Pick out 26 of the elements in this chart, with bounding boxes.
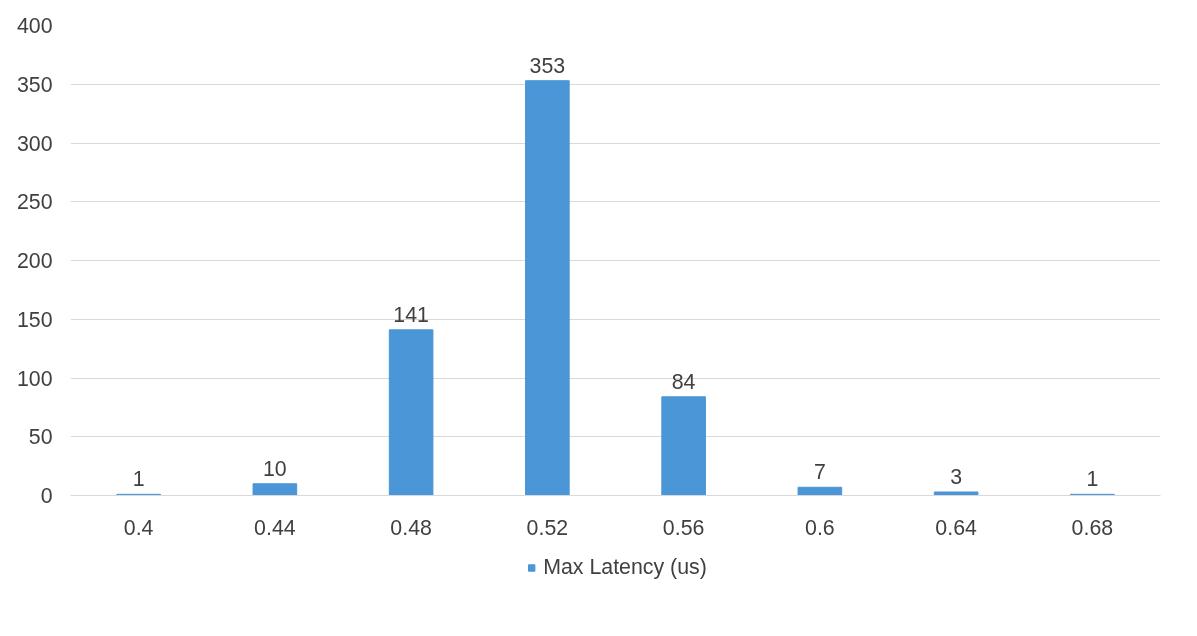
x-tick-label: 0.64 xyxy=(935,515,978,540)
legend-label: Max Latency (us) xyxy=(543,554,707,580)
y-tick-label: 250 xyxy=(16,190,53,215)
y-tick-label: 150 xyxy=(16,307,53,332)
x-tick-label: 0.68 xyxy=(1071,515,1114,540)
x-tick-label: 0.6 xyxy=(805,515,835,540)
x-tick-label: 0.56 xyxy=(662,515,705,540)
x-tick-label: 0.4 xyxy=(123,515,154,540)
data-label: 84 xyxy=(671,369,696,394)
x-tick-label: 0.48 xyxy=(390,515,432,540)
data-label: 10 xyxy=(263,456,287,481)
data-label: 141 xyxy=(393,302,429,327)
y-tick-label: 100 xyxy=(16,366,53,391)
y-tick-label: 350 xyxy=(16,72,53,97)
x-tick-label: 0.44 xyxy=(254,515,296,540)
y-tick-label: 300 xyxy=(16,131,53,156)
data-label: 3 xyxy=(950,464,963,489)
y-tick-label: 400 xyxy=(16,14,53,38)
y-tick-label: 0 xyxy=(40,484,53,508)
data-label: 353 xyxy=(529,53,566,78)
y-tick-label: 50 xyxy=(28,425,53,450)
x-tick-label: 0.52 xyxy=(526,515,569,540)
y-tick-label: 200 xyxy=(16,249,53,273)
data-label: 1 xyxy=(1086,467,1099,492)
data-label: 7 xyxy=(813,460,826,485)
data-label: 1 xyxy=(132,467,145,492)
